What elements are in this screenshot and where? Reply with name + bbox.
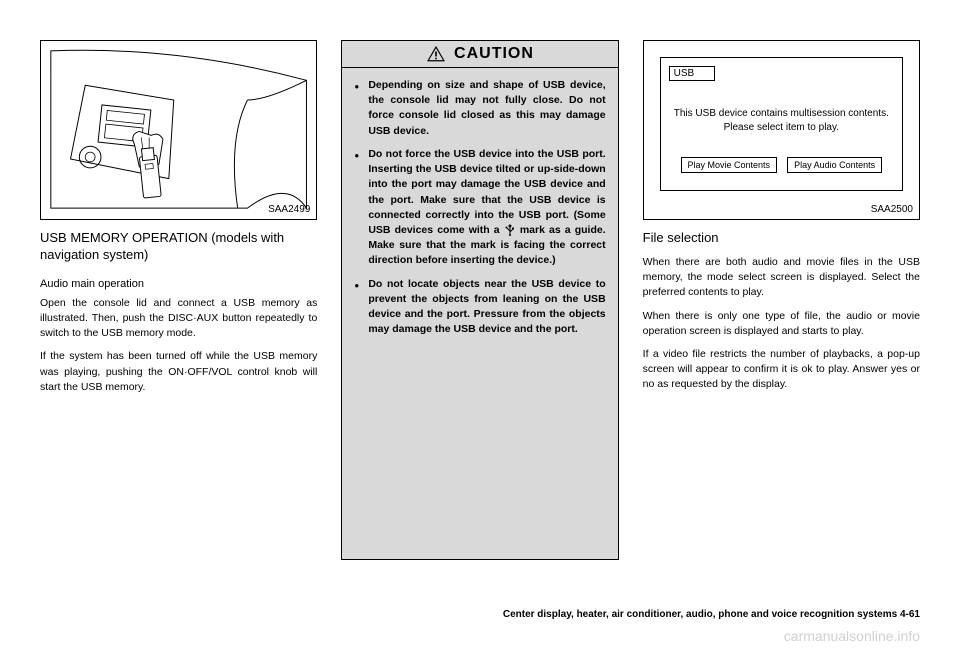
screen-button-row: Play Movie Contents Play Audio Contents: [669, 157, 894, 173]
right-column: USB This USB device contains multisessio…: [643, 40, 920, 560]
body-text: If a video file restricts the number of …: [643, 347, 920, 393]
usb-mark-icon: [504, 224, 516, 236]
usb-illustration-svg: [41, 41, 316, 218]
figure-code: SAA2499: [268, 204, 310, 215]
middle-column: CAUTION Depending on size and shape of U…: [341, 40, 618, 560]
body-text: Open the console lid and connect a USB m…: [40, 296, 317, 342]
figure-code: SAA2500: [871, 204, 913, 215]
screen-msg-line: This USB device contains multisession co…: [669, 107, 894, 121]
content-columns: SAA2499 USB MEMORY OPERATION (models wit…: [40, 40, 920, 560]
watermark: carmanualsonline.info: [784, 628, 920, 644]
caution-heading-text: CAUTION: [454, 45, 534, 63]
screen-title: USB: [669, 66, 715, 81]
warning-triangle-icon: [426, 45, 446, 63]
caution-item: Do not locate objects near the USB devic…: [354, 277, 605, 338]
section-title-file-selection: File selection: [643, 230, 920, 247]
manual-page: SAA2499 USB MEMORY OPERATION (models wit…: [0, 0, 960, 664]
screen-msg-line: Please select item to play.: [669, 121, 894, 135]
left-column: SAA2499 USB MEMORY OPERATION (models wit…: [40, 40, 317, 560]
caution-item: Do not force the USB device into the USB…: [354, 147, 605, 269]
caution-header: CAUTION: [341, 40, 618, 68]
subtitle-audio-main: Audio main operation: [40, 278, 317, 290]
section-title-usb-operation: USB MEMORY OPERATION (models with naviga…: [40, 230, 317, 264]
usb-connection-figure: SAA2499: [40, 40, 317, 220]
play-audio-button: Play Audio Contents: [787, 157, 882, 173]
usb-screen: USB This USB device contains multisessio…: [660, 57, 903, 191]
file-selection-figure: USB This USB device contains multisessio…: [643, 40, 920, 220]
body-text: When there are both audio and movie file…: [643, 255, 920, 301]
caution-body: Depending on size and shape of USB devic…: [341, 68, 618, 560]
caution-list: Depending on size and shape of USB devic…: [354, 78, 605, 338]
caution-item: Depending on size and shape of USB devic…: [354, 78, 605, 139]
screen-message: This USB device contains multisession co…: [669, 107, 894, 135]
play-movie-button: Play Movie Contents: [681, 157, 778, 173]
page-footer: Center display, heater, air conditioner,…: [40, 609, 920, 620]
body-text: When there is only one type of file, the…: [643, 309, 920, 339]
body-text: If the system has been turned off while …: [40, 349, 317, 395]
